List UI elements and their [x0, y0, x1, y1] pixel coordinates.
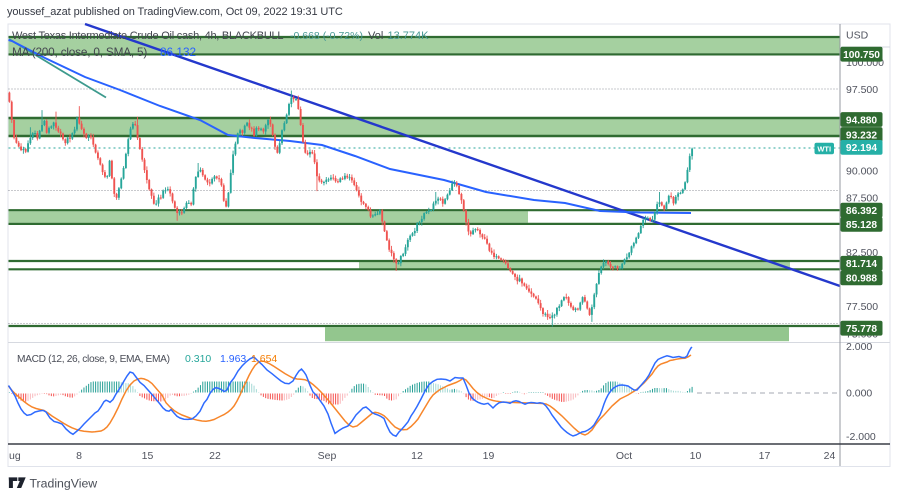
svg-text:youssef_azat published on Trad: youssef_azat published on TradingView.co… [7, 6, 343, 18]
svg-text:17: 17 [759, 450, 771, 462]
svg-text:15: 15 [142, 450, 154, 462]
svg-text:93.232: 93.232 [846, 130, 877, 141]
svg-text:85.128: 85.128 [846, 220, 877, 231]
svg-text:Oct: Oct [616, 450, 632, 462]
svg-text:22: 22 [209, 450, 221, 462]
svg-text:WTI: WTI [817, 144, 831, 153]
svg-text:75.778: 75.778 [846, 324, 877, 335]
svg-text:0.310: 0.310 [185, 353, 211, 365]
svg-text:12: 12 [411, 450, 423, 462]
svg-text:1.963: 1.963 [220, 353, 246, 365]
svg-text:90.000: 90.000 [846, 166, 878, 178]
svg-text:10: 10 [690, 450, 702, 462]
svg-text:97.500: 97.500 [846, 84, 878, 96]
svg-text:80.988: 80.988 [846, 274, 877, 285]
svg-text:92.194: 92.194 [846, 143, 877, 154]
svg-text:2.000: 2.000 [846, 341, 872, 353]
svg-text:MA (200, close, 0, SMA, 5): MA (200, close, 0, SMA, 5) [12, 45, 147, 59]
svg-text:0.000: 0.000 [846, 388, 872, 400]
svg-text:94.880: 94.880 [846, 115, 877, 126]
svg-text:West Texas Intermediate Crude: West Texas Intermediate Crude Oil cash, … [12, 30, 283, 42]
svg-text:USD: USD [846, 30, 869, 42]
svg-text:Sep: Sep [318, 450, 337, 462]
svg-text:86.132: 86.132 [160, 45, 196, 59]
svg-text:87.500: 87.500 [846, 193, 878, 205]
svg-text:-0.668 (-0.72%): -0.668 (-0.72%) [290, 30, 363, 42]
svg-text:-2.000: -2.000 [846, 431, 876, 443]
svg-text:Vol: Vol [368, 30, 383, 42]
svg-text:77.500: 77.500 [846, 301, 878, 313]
svg-text:24: 24 [824, 450, 836, 462]
svg-text:13.774K: 13.774K [388, 30, 430, 42]
svg-text:19: 19 [483, 450, 495, 462]
svg-text:ug: ug [9, 450, 21, 462]
svg-text:TradingView: TradingView [30, 477, 98, 491]
svg-text:8: 8 [76, 450, 82, 462]
svg-text:MACD (12, 26, close, 9, EMA, E: MACD (12, 26, close, 9, EMA, EMA) [17, 354, 170, 365]
svg-text:86.392: 86.392 [846, 206, 877, 217]
svg-text:100.750: 100.750 [843, 50, 880, 61]
svg-text:81.714: 81.714 [846, 259, 877, 270]
svg-text:1.654: 1.654 [251, 353, 277, 365]
